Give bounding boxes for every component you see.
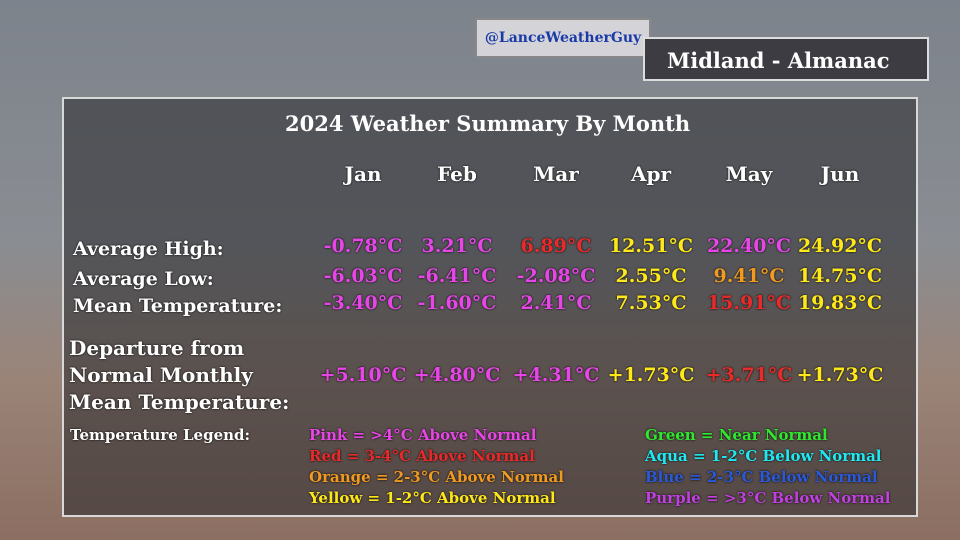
- value-cell: -2.08°C: [516, 265, 596, 287]
- legend-item: Purple = >3°C Below Normal: [645, 489, 891, 507]
- month-header: Jan: [344, 162, 382, 186]
- month-header: Apr: [630, 162, 672, 186]
- departure-label: Departure from: [69, 336, 245, 360]
- row-label: Average High:: [73, 238, 224, 260]
- departure-cell: +4.80°C: [413, 364, 501, 386]
- legend-item: Red = 3-4°C Above Normal: [309, 447, 535, 465]
- value-cell: 7.53°C: [615, 292, 687, 314]
- month-header: Mar: [533, 162, 579, 186]
- value-cell: 24.92°C: [797, 235, 883, 257]
- legend-item: Orange = 2-3°C Above Normal: [309, 468, 564, 486]
- row-label: Mean Temperature:: [73, 295, 283, 317]
- departure-cell: +4.31°C: [512, 364, 600, 386]
- value-cell: 19.83°C: [797, 292, 883, 314]
- departure-cell: +3.71°C: [705, 364, 793, 386]
- departure-cell: +1.73°C: [796, 364, 884, 386]
- panel: [62, 97, 918, 517]
- value-cell: 6.89°C: [520, 235, 592, 257]
- value-cell: -0.78°C: [323, 235, 403, 257]
- legend-item: Green = Near Normal: [645, 426, 828, 444]
- value-cell: -6.41°C: [417, 265, 497, 287]
- departure-cell: +5.10°C: [319, 364, 407, 386]
- legend-title: Temperature Legend:: [70, 426, 251, 444]
- value-cell: -3.40°C: [323, 292, 403, 314]
- handle: @LanceWeatherGuy: [475, 18, 651, 58]
- departure-label: Mean Temperature:: [69, 390, 290, 414]
- legend-item: Pink = >4°C Above Normal: [309, 426, 537, 444]
- row-label: Average Low:: [73, 268, 214, 290]
- value-cell: 22.40°C: [706, 235, 792, 257]
- month-header: Feb: [437, 162, 477, 186]
- summary-title: 2024 Weather Summary By Month: [285, 111, 691, 136]
- value-cell: -1.60°C: [417, 292, 497, 314]
- value-cell: 2.41°C: [520, 292, 592, 314]
- value-cell: 3.21°C: [421, 235, 493, 257]
- value-cell: 14.75°C: [797, 265, 883, 287]
- departure-cell: +1.73°C: [607, 364, 695, 386]
- header-title: Midland - Almanac: [643, 37, 929, 81]
- value-cell: 2.55°C: [615, 265, 687, 287]
- month-header: Jun: [820, 162, 860, 186]
- legend-item: Aqua = 1-2°C Below Normal: [645, 447, 882, 465]
- month-header: May: [725, 162, 773, 186]
- value-cell: 9.41°C: [713, 265, 785, 287]
- departure-label: Normal Monthly: [69, 363, 253, 387]
- legend-item: Blue = 2-3°C Below Normal: [645, 468, 878, 486]
- value-cell: 12.51°C: [608, 235, 694, 257]
- value-cell: 15.91°C: [706, 292, 792, 314]
- legend-item: Yellow = 1-2°C Above Normal: [309, 489, 556, 507]
- value-cell: -6.03°C: [323, 265, 403, 287]
